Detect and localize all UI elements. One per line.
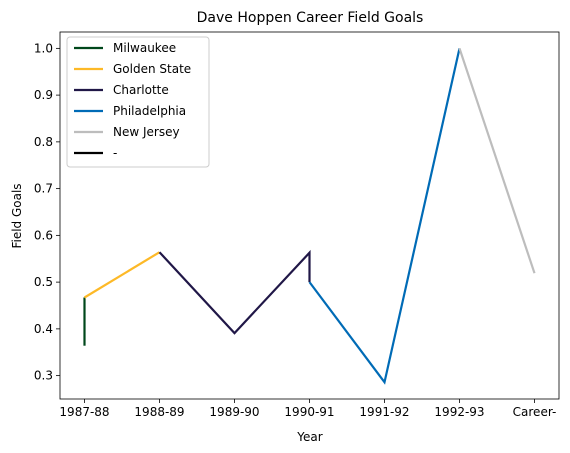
x-tick-label: 1989-90	[209, 405, 259, 419]
y-tick-label: 0.6	[34, 228, 53, 242]
y-tick-label: 0.9	[34, 88, 53, 102]
legend-label: Philadelphia	[113, 104, 186, 118]
series-line-2	[158, 249, 311, 335]
y-tick-label: 0.8	[34, 135, 53, 149]
x-tick-label: Career-	[513, 405, 557, 419]
legend-label: Milwaukee	[113, 41, 176, 55]
x-axis-label: Year	[296, 430, 322, 444]
legend: Milwaukee Golden State Charlotte Philadelph…	[66, 36, 210, 168]
y-tick-label: 0.5	[34, 275, 53, 289]
x-tick-label: 1987-88	[59, 405, 109, 419]
y-tick-label: 0.3	[34, 369, 53, 383]
series-line-3	[308, 48, 461, 385]
legend-label: -	[113, 146, 117, 160]
legend-label: Charlotte	[113, 83, 169, 97]
x-tick-label: 1991-92	[359, 405, 409, 419]
legend-label: New Jersey	[113, 125, 180, 139]
legend-label: Golden State	[113, 62, 191, 76]
x-axis: 1987-88 1988-89 1989-90 1990-91 1991-92 1992-…	[59, 399, 556, 419]
series-line-1	[83, 251, 161, 299]
x-tick-label: 1988-89	[134, 405, 184, 419]
x-tick-label: 1990-91	[284, 405, 334, 419]
y-tick-label: 0.7	[34, 182, 53, 196]
series-line-4	[458, 48, 536, 274]
chart-title: Dave Hoppen Career Field Goals	[197, 10, 424, 26]
y-axis-label: Field Goals	[10, 183, 24, 248]
y-tick-label: 1.0	[34, 41, 53, 55]
y-axis: 0.3 0.4 0.5 0.6 0.7 0.8 0.9 1.0	[34, 41, 60, 383]
legend-box	[66, 36, 210, 168]
x-tick-label: 1992-93	[434, 405, 484, 419]
y-tick-label: 0.4	[34, 322, 53, 336]
